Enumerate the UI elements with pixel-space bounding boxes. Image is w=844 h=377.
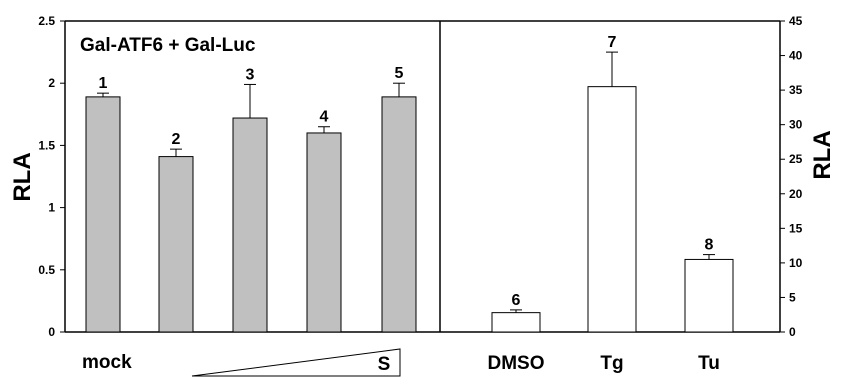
bar-number-label: 4: [320, 109, 329, 126]
bar-number-label: 3: [246, 66, 255, 83]
bar: [587, 86, 637, 333]
x-label-mock: mock: [82, 352, 132, 373]
bar: [158, 156, 194, 333]
bar: [306, 132, 342, 333]
bar: [491, 312, 541, 333]
bar: [85, 96, 121, 333]
bar-number-label: 6: [512, 292, 521, 309]
x-category-label: DMSO: [488, 353, 545, 374]
bar-number-label: 2: [172, 131, 181, 148]
left-panel: 0 0.5 1 1.5 2 2.5 1 2 3 4 5: [38, 14, 440, 339]
left-y-tick-label: 1.5: [38, 138, 55, 152]
left-y-tick-label: 1: [48, 201, 55, 215]
right-y-tick-label: 25: [789, 152, 803, 166]
concentration-gradient-triangle: [191, 348, 401, 377]
chart-title: Gal-ATF6 + Gal-Luc: [80, 35, 256, 56]
x-category-label: Tu: [698, 353, 720, 374]
right-y-tick-label: 5: [789, 290, 796, 304]
right-y-tick-label: 0: [789, 325, 796, 339]
right-y-tick-label: 15: [789, 221, 803, 235]
right-y-tick-label: 30: [789, 118, 803, 132]
x-category-label: Tg: [600, 353, 623, 374]
right-panel: 0 5 10 15 20 25 30 35 40 45 6 DMSO 7 Tg 8 Tu: [439, 14, 803, 374]
left-y-tick-label: 2: [48, 76, 55, 90]
left-y-tick-label: 0: [48, 325, 55, 339]
bar: [381, 96, 417, 333]
chart-labels: Gal-ATF6 + Gal-Luc RLA RLA mock S: [9, 35, 836, 377]
bar-number-label: 1: [99, 75, 108, 92]
bar-number-label: 7: [608, 34, 617, 51]
bar: [232, 117, 268, 333]
left-y-tick-label: 2.5: [38, 14, 55, 28]
right-y-tick-label: 20: [789, 187, 803, 201]
right-y-axis-title: RLA: [809, 130, 836, 179]
bar-number-label: 5: [395, 65, 404, 82]
left-y-tick-label: 0.5: [38, 263, 55, 277]
x-label-s: S: [378, 354, 391, 375]
right-y-tick-label: 45: [789, 14, 803, 28]
left-y-axis-title: RLA: [9, 152, 36, 201]
right-y-tick-label: 40: [789, 49, 803, 63]
right-y-tick-label: 35: [789, 83, 803, 97]
bar-number-label: 8: [705, 237, 714, 254]
bar: [684, 258, 734, 333]
right-y-tick-label: 10: [789, 256, 803, 270]
